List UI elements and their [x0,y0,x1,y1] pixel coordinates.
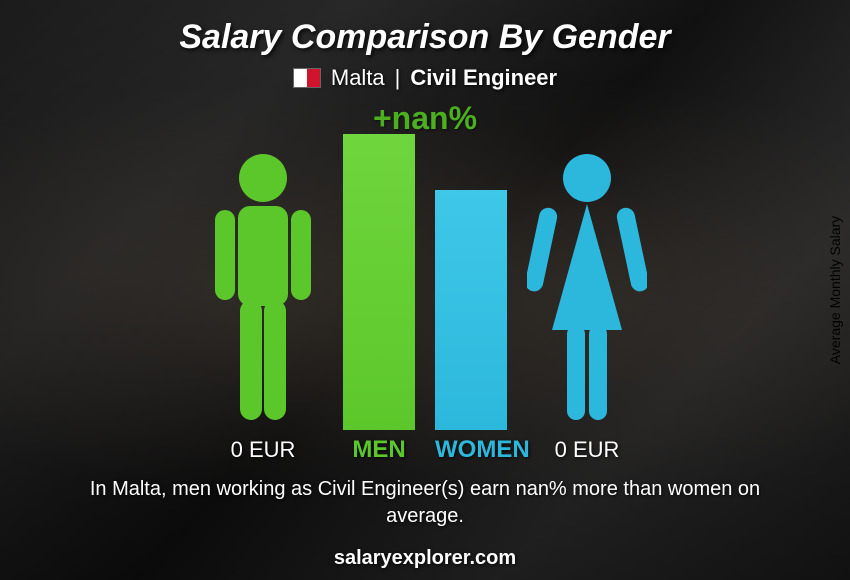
woman-icon [527,150,647,430]
footer-site: salaryexplorer.com [0,547,850,570]
men-bar [343,134,415,430]
women-value-label: 0 EUR [527,437,647,463]
flag-red-half [307,69,320,87]
job-title: Civil Engineer [410,65,557,91]
labels-row: 0 EUR MEN WOMEN 0 EUR [0,436,850,464]
men-value-label: 0 EUR [203,437,323,463]
women-label: WOMEN [435,436,507,464]
country-label: Malta [331,65,385,91]
description-text: In Malta, men working as Civil Engineer(… [0,476,850,530]
y-axis-label-wrap: Average Monthly Salary [820,0,850,580]
men-label: MEN [343,436,415,464]
infographic-content: Salary Comparison By Gender Malta | Civi… [0,0,850,580]
subtitle-row: Malta | Civil Engineer [0,65,850,91]
chart-area [0,130,850,430]
man-icon [203,150,323,430]
page-title: Salary Comparison By Gender [0,0,850,57]
malta-flag-icon [293,68,321,88]
y-axis-label: Average Monthly Salary [827,216,843,364]
separator: | [395,65,401,91]
flag-white-half [294,69,307,87]
women-bar [435,190,507,430]
